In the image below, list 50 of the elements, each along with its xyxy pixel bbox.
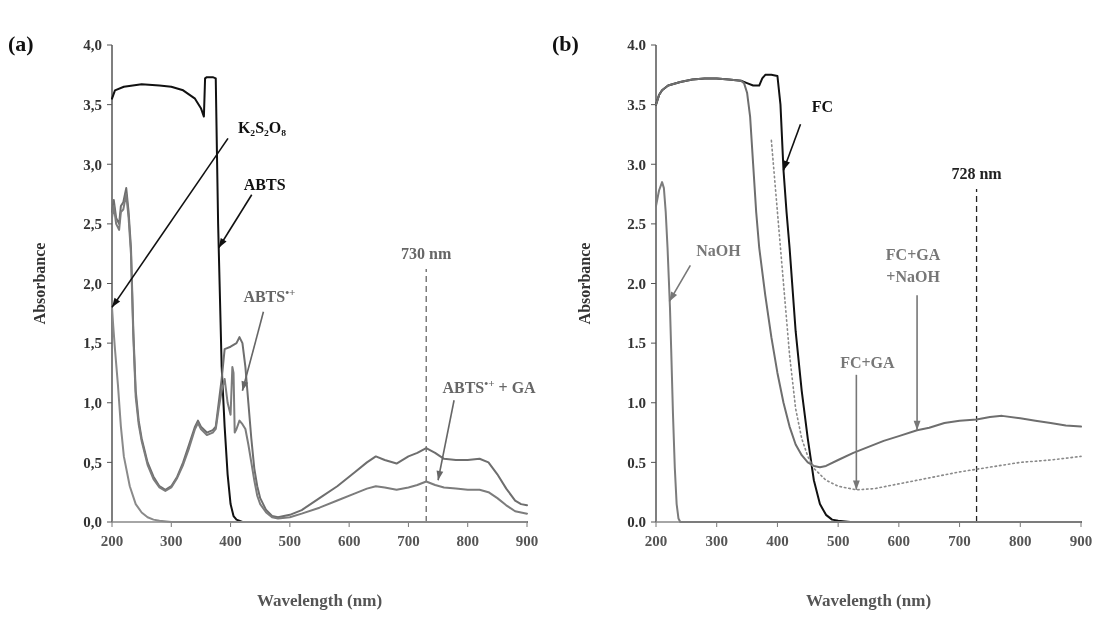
y-tick-label: 1,5 <box>83 335 102 352</box>
y-tick-label: 1,0 <box>83 395 102 411</box>
y-tick-label: 4,0 <box>83 37 102 54</box>
x-axis-title: Wavelength (nm) <box>256 591 383 610</box>
x-tick-label: 600 <box>887 533 911 549</box>
chart-title: (b) <box>552 31 579 56</box>
y-tick-label: 0.5 <box>627 454 646 471</box>
annotation: ABTS <box>243 175 286 193</box>
x-tick-label: 200 <box>644 533 668 549</box>
annotation: K₂S₂O₈ <box>237 119 287 137</box>
ref-line-label: 730 nm <box>401 245 452 262</box>
y-tick-label: 1.5 <box>627 335 646 352</box>
x-tick-label: 600 <box>337 533 361 549</box>
y-tick-label: 3,5 <box>83 96 102 113</box>
y-axis-title: Absorbance <box>31 242 48 325</box>
annotation: FC+GA <box>840 353 896 371</box>
x-tick-label: 400 <box>219 533 242 549</box>
annotation: FC+GA +NaOH <box>885 246 941 286</box>
x-tick-label: 900 <box>515 533 539 549</box>
y-tick-label: 2.0 <box>627 275 646 292</box>
x-tick-label: 500 <box>278 533 302 549</box>
y-tick-label: 2,0 <box>83 275 102 292</box>
annotation: FC <box>811 98 834 116</box>
y-tick-label: 3.5 <box>627 96 646 113</box>
x-tick-label: 800 <box>1009 533 1032 549</box>
annotation: ABTS$^{•+}$ + GA <box>442 377 537 397</box>
x-tick-label: 200 <box>100 533 124 549</box>
chart-title: (a) <box>8 31 34 56</box>
y-tick-label: 1.0 <box>627 395 646 411</box>
y-tick-label: 0,5 <box>83 454 102 471</box>
x-axis-title: Wavelength (nm) <box>805 591 932 610</box>
annotation: NaOH <box>696 242 742 260</box>
x-tick-label: 300 <box>705 533 728 549</box>
x-tick-label: 900 <box>1069 533 1093 549</box>
y-tick-label: 0.0 <box>627 514 646 531</box>
y-tick-label: 3.0 <box>627 156 646 173</box>
x-tick-label: 500 <box>826 533 850 549</box>
y-tick-label: 2.5 <box>627 216 646 233</box>
x-tick-label: 700 <box>397 533 420 549</box>
y-tick-label: 0,0 <box>83 514 102 531</box>
x-tick-label: 300 <box>160 533 183 549</box>
y-tick-label: 3,0 <box>83 156 102 173</box>
y-axis-title: Absorbance <box>576 242 593 325</box>
ref-line-label: 728 nm <box>951 165 1003 182</box>
y-tick-label: 4.0 <box>627 37 646 54</box>
x-tick-label: 400 <box>766 533 789 549</box>
x-tick-label: 700 <box>948 533 971 549</box>
y-tick-label: 2,5 <box>83 216 102 233</box>
x-tick-label: 800 <box>456 533 479 549</box>
annotation: ABTS$^{•+}$ <box>243 285 296 305</box>
